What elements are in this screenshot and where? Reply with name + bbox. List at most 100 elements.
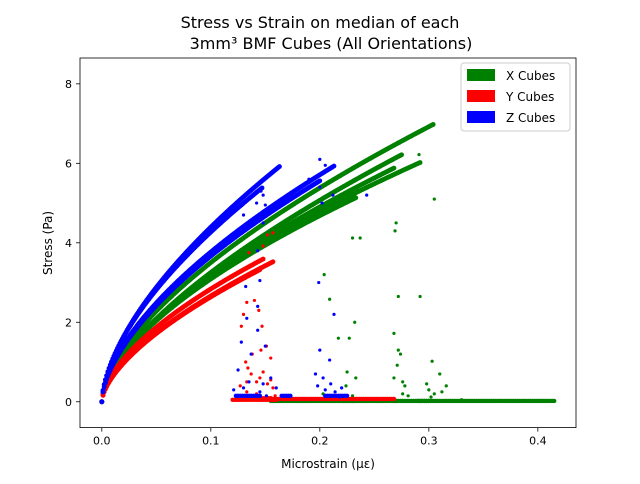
- data-point: [256, 304, 260, 308]
- y-tick-label: 8: [65, 78, 72, 91]
- data-point: [430, 359, 434, 363]
- data-point: [241, 386, 246, 390]
- data-point: [249, 372, 253, 376]
- data-point: [332, 312, 336, 316]
- data-point: [261, 244, 265, 248]
- data-point: [322, 272, 326, 277]
- data-point: [391, 165, 397, 171]
- data-point: [347, 336, 351, 340]
- data-point: [438, 372, 442, 376]
- data-point: [323, 163, 327, 167]
- data-point: [331, 193, 335, 197]
- y-axis-ticks: 0 2 4 6 8: [65, 78, 80, 409]
- data-point: [307, 177, 311, 181]
- data-point: [317, 178, 323, 184]
- data-point: [329, 382, 333, 386]
- plot-points-layer: [99, 122, 557, 405]
- data-point: [265, 233, 270, 237]
- data-point: [252, 298, 257, 303]
- data-point: [459, 398, 464, 402]
- data-point: [406, 394, 410, 398]
- data-point: [318, 348, 322, 352]
- data-point: [430, 122, 436, 127]
- data-point: [244, 284, 248, 289]
- data-point: [403, 384, 407, 388]
- data-point: [269, 356, 273, 360]
- data-point: [260, 324, 264, 328]
- data-point: [100, 389, 106, 395]
- data-point: [260, 256, 266, 262]
- data-point: [313, 372, 318, 376]
- data-point: [391, 396, 397, 402]
- data-point: [350, 236, 355, 240]
- data-point: [354, 376, 358, 380]
- data-point: [398, 352, 403, 356]
- data-point: [271, 231, 275, 235]
- x-tick-label: 0.1: [202, 435, 220, 448]
- data-point: [425, 382, 429, 386]
- data-point: [258, 390, 262, 394]
- data-point: [239, 324, 243, 328]
- data-point: [247, 251, 251, 255]
- data-point: [393, 229, 397, 233]
- data-point: [244, 360, 248, 364]
- legend-swatch: [467, 111, 495, 123]
- data-point: [246, 366, 250, 370]
- data-point: [331, 163, 337, 169]
- data-point: [317, 280, 321, 285]
- data-point: [288, 393, 293, 399]
- y-tick-label: 4: [65, 237, 72, 250]
- data-point: [320, 201, 324, 205]
- data-point: [440, 390, 444, 394]
- data-point: [429, 395, 433, 399]
- data-point: [401, 380, 405, 384]
- legend-label: Y Cubes: [505, 90, 554, 104]
- data-point: [277, 164, 282, 169]
- data-point: [396, 294, 400, 299]
- data-point: [257, 393, 263, 399]
- data-point: [344, 393, 350, 399]
- data-point: [256, 328, 260, 332]
- data-point: [358, 236, 362, 240]
- data-point: [345, 370, 349, 374]
- data-point: [256, 249, 260, 253]
- data-point: [552, 398, 557, 404]
- data-point: [261, 370, 265, 374]
- data-point: [101, 384, 107, 390]
- data-point: [418, 294, 422, 299]
- data-point: [274, 386, 278, 390]
- data-point: [265, 382, 270, 386]
- series-x-cubes: [99, 122, 557, 405]
- data-point: [259, 189, 263, 193]
- data-point: [344, 384, 348, 388]
- legend-label: Z Cubes: [506, 111, 555, 125]
- y-tick-label: 0: [65, 396, 72, 409]
- data-point: [258, 278, 262, 283]
- data-point: [263, 344, 267, 348]
- data-point: [257, 308, 261, 312]
- series-z-cubes: [99, 157, 369, 405]
- data-point: [333, 390, 337, 394]
- data-point: [269, 376, 273, 380]
- data-point: [247, 380, 251, 384]
- chart-title-line-2: 3mm³ BMF Cubes (All Orientations): [190, 34, 473, 53]
- data-point: [401, 392, 405, 396]
- data-point: [353, 320, 357, 324]
- data-point: [241, 312, 246, 316]
- data-point: [316, 384, 320, 388]
- legend-label: X Cubes: [506, 69, 555, 83]
- data-point: [249, 352, 253, 356]
- data-point: [258, 217, 262, 221]
- data-point: [396, 348, 400, 352]
- data-point: [236, 368, 240, 372]
- data-point: [261, 221, 265, 225]
- data-point: [336, 336, 340, 340]
- data-point: [395, 363, 399, 367]
- data-point: [257, 267, 263, 273]
- data-point: [318, 157, 322, 161]
- data-point: [392, 331, 396, 336]
- x-axis-ticks: 0.0 0.1 0.2 0.3 0.4: [93, 427, 547, 448]
- data-point: [270, 259, 276, 265]
